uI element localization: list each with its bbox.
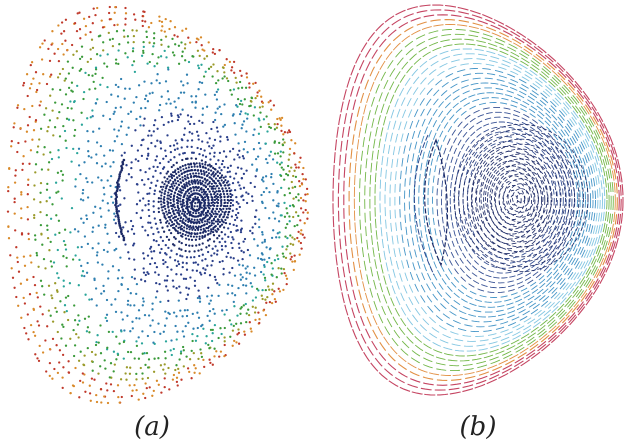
- poincare-plot-a: [0, 0, 316, 410]
- magnetic-axis-rings: [159, 162, 233, 238]
- magnetic-axis-rings: [453, 123, 589, 273]
- poincare-dashes-svg: [332, 4, 624, 396]
- caption-a: (a): [134, 412, 170, 442]
- magnetic-island: [114, 158, 126, 242]
- poincare-plot-b: [316, 0, 632, 410]
- poincare-dots-svg: [6, 5, 309, 405]
- dot-cloud: [6, 5, 309, 405]
- magnetic-island: [413, 134, 449, 276]
- dash-surfaces: [332, 4, 624, 396]
- caption-b: (b): [459, 412, 497, 442]
